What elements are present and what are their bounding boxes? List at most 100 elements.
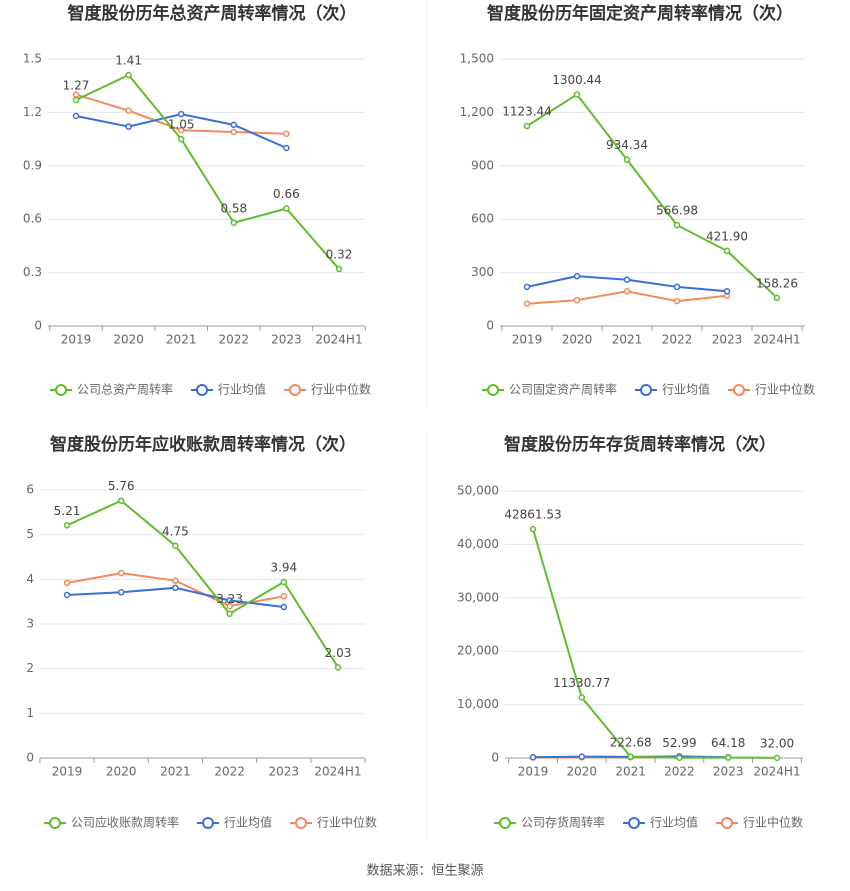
legend-marker [499,817,511,829]
x-tick-label: 2021 [615,765,646,779]
data-label: 158.26 [756,276,798,290]
x-tick-label: 2019 [512,333,543,347]
point [117,569,125,577]
x-tick-label: 2022 [219,333,250,347]
data-label: 3.23 [216,592,243,606]
x-tick-label: 2021 [612,333,643,347]
legend-marker [55,384,67,396]
point [578,753,586,760]
point [673,221,681,229]
point [523,300,531,307]
point [676,754,683,761]
y-tick-label: 4 [26,572,34,586]
point [627,753,634,761]
y-tick-label: 1.2 [23,105,42,119]
y-tick-label: 40,000 [457,537,499,551]
point [280,603,288,611]
point [230,219,238,227]
series-line [75,73,340,270]
series-line [66,499,339,668]
point [623,288,631,295]
data-label: 421.90 [706,229,748,243]
data-label: 42861.53 [504,508,561,522]
point [283,144,290,152]
point [172,577,179,584]
data-label: 566.98 [656,204,698,218]
series-line [532,528,778,759]
legend-label: 行业中位数 [317,815,377,830]
point [125,107,132,114]
x-tick-label: 2023 [712,333,743,347]
point [230,121,238,129]
legend-marker [295,817,308,829]
data-label: 64.18 [711,736,745,750]
point [523,283,531,291]
point [529,753,537,761]
point [724,754,732,761]
legend-label: 行业中位数 [311,382,371,397]
point [773,754,781,762]
legend-marker [640,384,653,396]
x-tick-label: 2023 [271,333,302,347]
y-tick-label: 0 [486,319,494,333]
y-tick-label: 1,500 [460,52,494,66]
x-tick-label: 2019 [518,765,549,779]
data-label: 222.68 [610,735,652,749]
point [230,128,238,136]
x-tick-label: 2023 [269,765,300,779]
y-tick-label: 1,200 [460,105,494,119]
chart-title: 智度股份历年应收账款周转率情况（次） [50,434,356,455]
data-label: 1123.44 [502,105,552,119]
point [623,156,631,163]
data-label: 52.99 [662,736,696,750]
legend-marker [196,384,209,396]
point [573,296,581,304]
data-label: 934.34 [606,138,648,152]
x-tick-label: 2023 [713,765,744,779]
legend-marker [628,817,641,829]
legend-label: 行业均值 [218,382,266,397]
data-label: 0.66 [273,187,300,201]
data-label: 1.27 [63,78,90,92]
data-label: 2.03 [325,646,352,660]
point [117,589,125,596]
x-tick-label: 2021 [166,333,197,347]
y-tick-label: 0 [34,319,42,333]
y-tick-label: 3 [26,617,34,631]
point [529,525,537,533]
y-tick-label: 0.6 [23,212,42,226]
point [573,272,581,280]
y-tick-label: 0.3 [23,265,42,279]
legend-marker [289,384,302,396]
y-tick-label: 10,000 [457,697,499,711]
point [226,610,233,617]
legend-label: 行业中位数 [743,815,803,830]
x-tick-label: 2019 [52,765,83,779]
x-tick-label: 2020 [113,333,144,347]
point [573,91,581,98]
source: 数据来源：恒生聚源 [366,864,483,879]
series-line [526,93,778,299]
x-tick-label: 2022 [664,765,695,779]
point [723,247,731,255]
legend-marker [733,384,746,396]
point [72,96,80,104]
data-label: 1.05 [168,118,195,132]
point [72,91,80,98]
x-tick-label: 2022 [214,765,245,779]
data-label: 4.75 [162,524,189,538]
point [63,522,71,529]
x-tick-label: 2020 [106,765,137,779]
y-tick-label: 0 [26,751,34,765]
y-tick-label: 0 [491,751,499,765]
legend-marker [721,817,734,829]
y-tick-label: 5 [26,527,34,541]
legend-label: 公司存货周转率 [521,815,605,830]
point [226,602,233,610]
y-tick-label: 50,000 [457,484,499,498]
point [226,597,233,604]
point [334,664,342,671]
legend-marker [49,817,61,829]
x-tick-label: 2021 [160,765,191,779]
data-label: 0.58 [220,201,247,215]
